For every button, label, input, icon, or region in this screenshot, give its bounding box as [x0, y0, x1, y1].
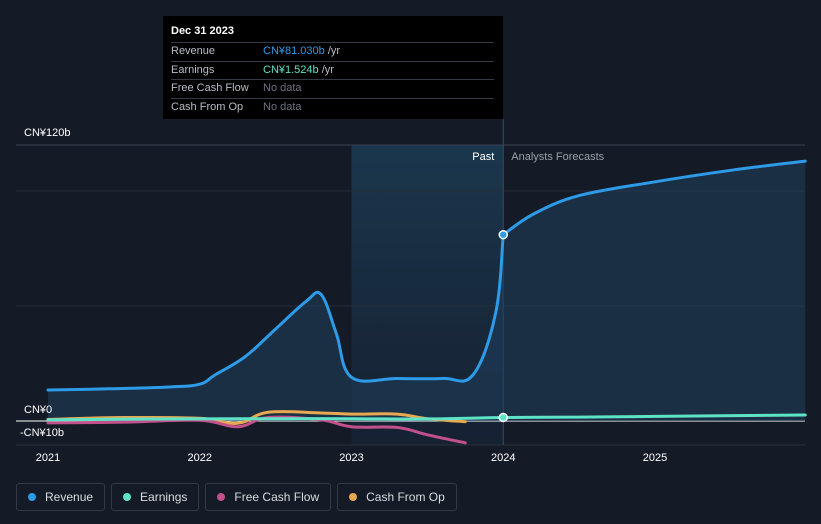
x-tick-label: 2023 [339, 452, 363, 464]
tooltip-row-revenue: Revenue CN¥81.030b /yr [171, 42, 494, 61]
y-label-bottom: -CN¥10b [20, 427, 64, 439]
legend-label: Cash From Op [366, 490, 445, 504]
legend-label: Free Cash Flow [234, 490, 320, 504]
legend-dot-icon [217, 493, 226, 501]
tooltip-value: CN¥81.030b [263, 45, 325, 57]
legend-item-cash-from-op[interactable]: Cash From Op [337, 483, 457, 511]
revenue-forecast-line [501, 159, 807, 237]
tooltip-label: Free Cash Flow [171, 82, 249, 94]
tooltip-value: No data [263, 100, 302, 113]
tooltip-date: Dec 31 2023 [171, 25, 234, 37]
tooltip-label: Earnings [171, 63, 215, 76]
chart-legend: Revenue Earnings Free Cash Flow Cash Fro… [16, 483, 457, 511]
revenue-area [48, 234, 504, 421]
revenue-marker [498, 229, 508, 240]
x-tick-label: 2021 [36, 452, 60, 464]
tooltip-row-cash-from-op: Cash From Op No data [171, 97, 494, 117]
x-tick-label: 2024 [491, 452, 515, 464]
tooltip-row-free-cash-flow: Free Cash Flow No data [171, 79, 494, 98]
legend-label: Revenue [45, 490, 94, 504]
legend-dot-icon [123, 493, 132, 501]
x-tick-label: 2022 [188, 452, 212, 464]
chart-tooltip: Dec 31 2023 Revenue CN¥81.030b /yr Earni… [163, 16, 503, 119]
legend-label: Earnings [140, 490, 188, 504]
tooltip-label: Cash From Op [171, 100, 244, 113]
revenue-forecast-area [503, 161, 806, 421]
revenue-line [46, 233, 505, 392]
legend-item-free-cash-flow[interactable]: Free Cash Flow [205, 483, 332, 511]
tooltip-value: No data [263, 82, 302, 94]
legend-dot-icon [349, 493, 358, 501]
y-label-zero: CN¥0 [24, 404, 52, 416]
tooltip-unit: /yr [318, 63, 334, 76]
tooltip-row-earnings: Earnings CN¥1.524b /yr [171, 60, 494, 80]
tooltip-value: CN¥1.524b [263, 63, 319, 76]
past-label: Past [472, 151, 494, 163]
tooltip-unit: /yr [324, 45, 341, 57]
cash-from-op-line [46, 410, 467, 425]
forecast-label: Analysts Forecasts [511, 151, 604, 163]
x-tick-label: 2025 [643, 452, 667, 464]
tooltip-label: Revenue [171, 45, 216, 57]
legend-item-earnings[interactable]: Earnings [111, 483, 200, 511]
legend-dot-icon [28, 493, 36, 501]
earnings-line [46, 413, 807, 422]
legend-item-revenue[interactable]: Revenue [16, 483, 106, 511]
y-label-top: CN¥120b [24, 127, 70, 139]
earnings-marker [498, 412, 508, 423]
